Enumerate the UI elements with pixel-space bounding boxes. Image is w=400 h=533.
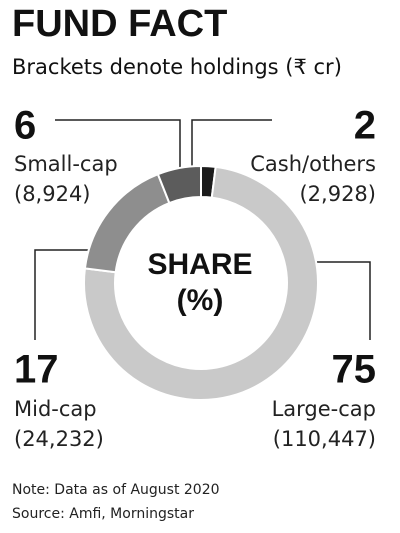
category-label: Large-cap [272,397,376,421]
holding-label: (2,928) [299,182,376,206]
leader-line [191,119,272,170]
holding-label: (24,232) [14,427,104,451]
holding-label: (110,447) [273,427,376,451]
category-label: Cash/others [250,152,376,176]
value-label: 6 [14,104,36,148]
category-label: Mid-cap [14,397,97,421]
chart-title: FUND FACT [12,3,227,45]
note: Note: Data as of August 2020 [12,482,220,498]
value-label: 17 [14,348,59,392]
center-label: SHARE [147,248,252,281]
value-label: 2 [354,104,376,148]
holding-label: (8,924) [14,182,91,206]
chart-subtitle: Brackets denote holdings (₹ cr) [12,55,342,79]
leader-line [34,249,88,340]
slice [156,164,202,205]
leader-line [55,119,181,170]
value-label: 75 [332,348,377,392]
center-label: (%) [177,284,224,317]
note: Source: Amfi, Morningstar [12,506,194,522]
slice [83,165,319,401]
leader-line [316,261,371,340]
category-label: Small-cap [14,152,118,176]
